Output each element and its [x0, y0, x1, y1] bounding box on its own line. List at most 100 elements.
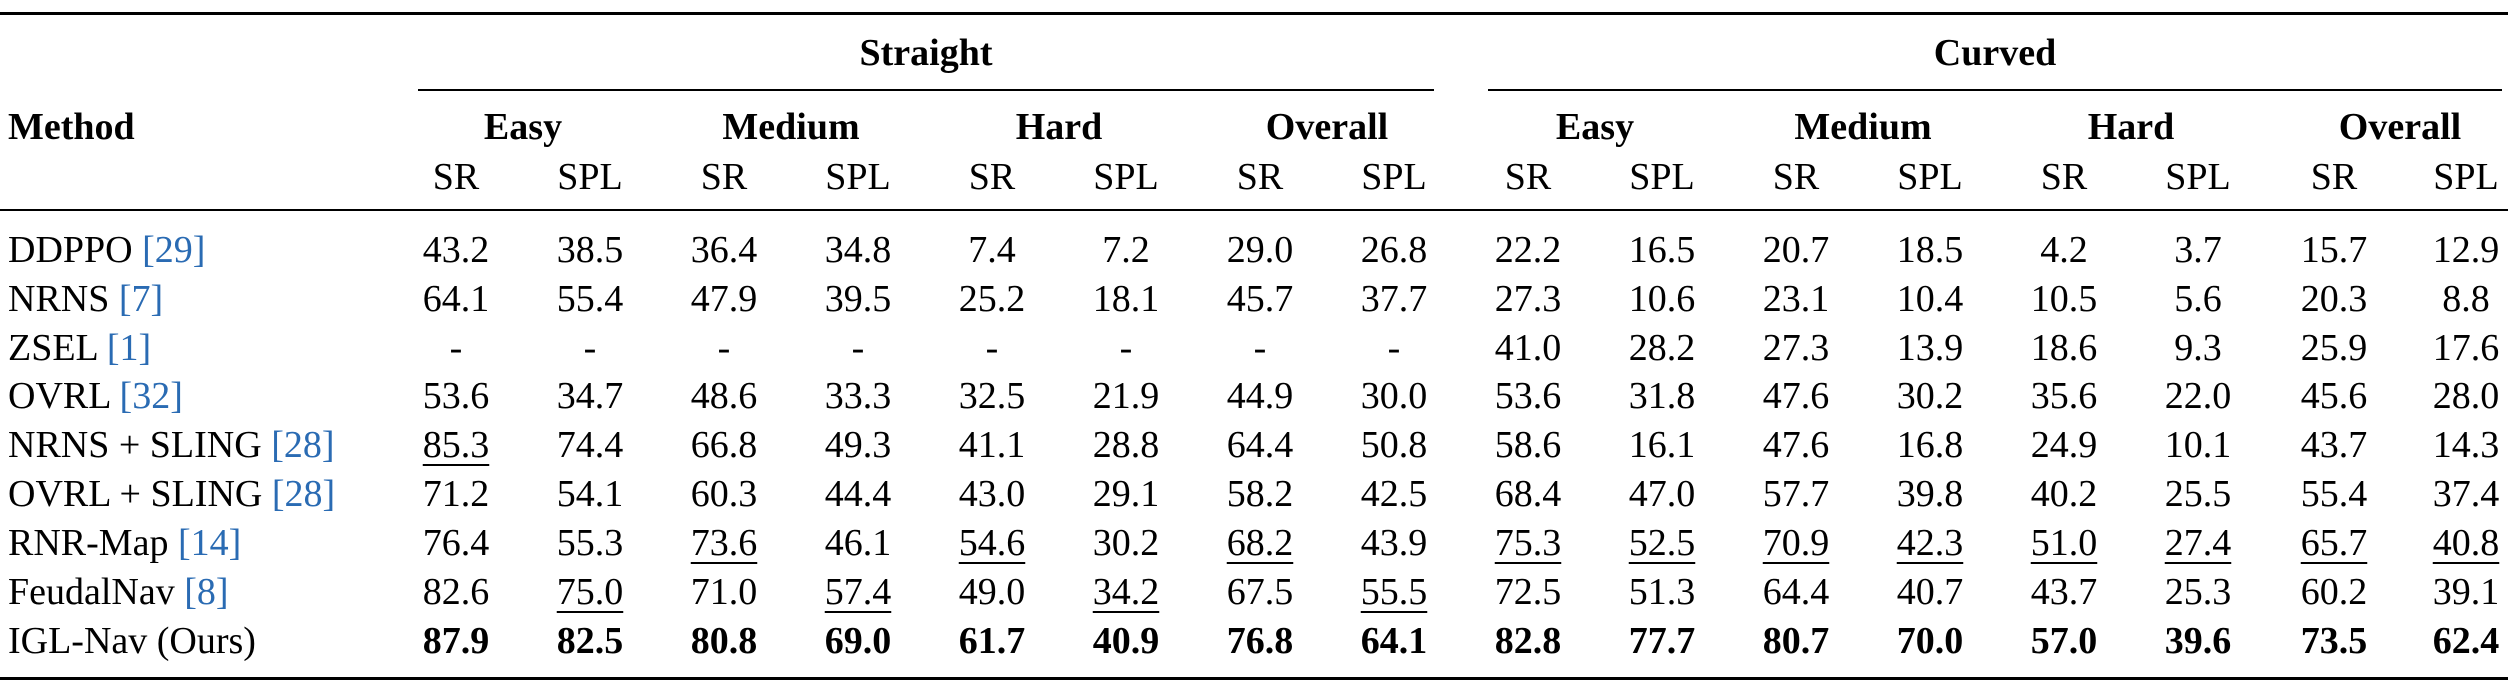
table-cell: - — [985, 327, 999, 369]
table-cell: 64.1 — [422, 278, 490, 320]
table-cell: 45.6 — [2300, 375, 2368, 417]
table-cell: 20.3 — [2300, 278, 2368, 320]
table-cell: 30.2 — [1092, 522, 1160, 564]
citation-link[interactable]: [14] — [177, 522, 242, 564]
metric-header: SR — [1504, 156, 1552, 198]
table-cell: 80.7 — [1762, 620, 1830, 662]
table-cell: 58.2 — [1226, 473, 1294, 515]
table-cell: 7.2 — [1102, 229, 1150, 271]
citation-link[interactable]: [32] — [119, 375, 183, 417]
table-cell: 23.1 — [1762, 278, 1830, 320]
table-cell: 57.7 — [1762, 473, 1830, 515]
subgroup-curved-easy: Easy — [1555, 106, 1635, 148]
method-name: RNR-Map [14] — [8, 524, 241, 562]
table-cell: 47.0 — [1628, 473, 1696, 515]
subgroup-straight-hard: Hard — [1015, 106, 1103, 148]
table-cell: 40.7 — [1896, 571, 1964, 613]
table-cell: 61.7 — [958, 620, 1026, 662]
table-cell: 47.6 — [1762, 375, 1830, 417]
table-cell: 55.4 — [556, 278, 624, 320]
table-cell: 67.5 — [1226, 571, 1294, 613]
group-curved: Curved — [1933, 32, 2057, 74]
table-cell: 29.0 — [1226, 229, 1294, 271]
citation-link[interactable]: [1] — [106, 327, 152, 369]
table-cell: 34.7 — [556, 375, 624, 417]
table-cell: 25.5 — [2164, 473, 2232, 515]
table-cell: 22.0 — [2164, 375, 2232, 417]
table-cell: 40.9 — [1092, 620, 1160, 662]
table-cell: - — [1119, 327, 1133, 369]
table-cell: 39.6 — [2164, 620, 2232, 662]
table-cell: 69.0 — [824, 620, 892, 662]
subgroup-curved-overall: Overall — [2338, 106, 2462, 148]
table-cell: 43.2 — [422, 229, 490, 271]
table-cell: - — [583, 327, 597, 369]
table-cell: 44.9 — [1226, 375, 1294, 417]
metric-header: SPL — [1897, 156, 1963, 198]
table-cell: 27.3 — [1494, 278, 1562, 320]
table-cell: 38.5 — [556, 229, 624, 271]
table-cell: 16.5 — [1628, 229, 1696, 271]
table-cell: 14.3 — [2432, 424, 2500, 466]
table-cell: - — [1387, 327, 1401, 369]
method-name: IGL-Nav (Ours) — [8, 622, 256, 660]
table-cell: 34.2 — [1092, 571, 1160, 613]
table-cell: 37.7 — [1360, 278, 1428, 320]
table-cell: 43.7 — [2300, 424, 2368, 466]
metric-header: SR — [1772, 156, 1820, 198]
table-cell: 65.7 — [2300, 522, 2368, 564]
table-cell: 39.5 — [824, 278, 892, 320]
table-cell: 75.0 — [556, 571, 624, 613]
metric-header: SPL — [1629, 156, 1695, 198]
citation-link[interactable]: [8] — [184, 571, 229, 613]
table-cell: 8.8 — [2442, 278, 2490, 320]
table-cell: 60.3 — [690, 473, 758, 515]
method-label: ZSEL — [8, 327, 107, 369]
table-cell: 64.4 — [1226, 424, 1294, 466]
table-cell: 27.4 — [2164, 522, 2232, 564]
table-cell: 10.6 — [1628, 278, 1696, 320]
metric-header: SR — [432, 156, 480, 198]
citation-link[interactable]: [29] — [142, 229, 206, 271]
citation-link[interactable]: [7] — [118, 278, 164, 320]
table-cell: 17.6 — [2432, 327, 2500, 369]
table-cell: 18.5 — [1896, 229, 1964, 271]
table-cell: 57.0 — [2030, 620, 2098, 662]
table-cell: 62.4 — [2432, 620, 2500, 662]
table-cell: 57.4 — [824, 571, 892, 613]
metric-header: SR — [2310, 156, 2358, 198]
table-cell: 20.7 — [1762, 229, 1830, 271]
table-cell: 52.5 — [1628, 522, 1696, 564]
table-cell: 43.0 — [958, 473, 1026, 515]
citation-link[interactable]: [28] — [271, 473, 336, 515]
table-cell: 25.2 — [958, 278, 1026, 320]
header-rule — [0, 209, 2508, 211]
table-cell: 49.3 — [824, 424, 892, 466]
table-cell: 35.6 — [2030, 375, 2098, 417]
table-cell: 28.2 — [1628, 327, 1696, 369]
metric-header: SR — [700, 156, 748, 198]
table-cell: 36.4 — [690, 229, 758, 271]
table-cell: 24.9 — [2030, 424, 2098, 466]
table-cell: 45.7 — [1226, 278, 1294, 320]
table-cell: - — [717, 327, 731, 369]
table-cell: 51.0 — [2030, 522, 2098, 564]
top-rule — [0, 12, 2508, 15]
table-cell: 76.8 — [1226, 620, 1294, 662]
table-cell: 16.1 — [1628, 424, 1696, 466]
method-name: NRNS + SLING [28] — [8, 426, 335, 464]
table-cell: 73.6 — [690, 522, 758, 564]
table-cell: 60.2 — [2300, 571, 2368, 613]
group-straight: Straight — [859, 32, 993, 74]
citation-link[interactable]: [28] — [271, 424, 335, 466]
table-cell: 87.9 — [422, 620, 490, 662]
table-cell: 4.2 — [2040, 229, 2088, 271]
subgroup-curved-medium: Medium — [1794, 106, 1932, 148]
table-cell: 49.0 — [958, 571, 1026, 613]
method-label: OVRL + SLING — [8, 473, 272, 515]
table-cell: 7.4 — [968, 229, 1016, 271]
method-label: OVRL — [8, 375, 120, 417]
table-cell: 70.0 — [1896, 620, 1964, 662]
table-cell: 73.5 — [2300, 620, 2368, 662]
table-cell: 10.5 — [2030, 278, 2098, 320]
